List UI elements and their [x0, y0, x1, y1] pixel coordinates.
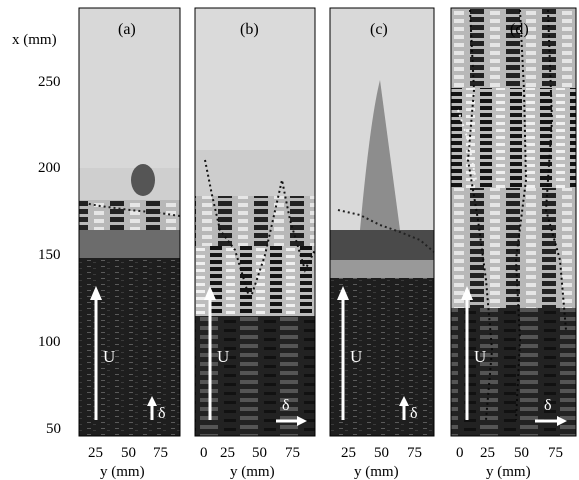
panel-c-x-tick-1: 50 [374, 445, 389, 461]
panel-c-label: (c) [370, 21, 388, 38]
x-axis-title-d: y (mm) [486, 464, 531, 480]
panel-d-label: (d) [510, 21, 529, 38]
panel-d-interface-line-1 [466, 9, 494, 421]
panel-b-band-1 [195, 150, 315, 196]
panel-a: (a) U δ 25 50 75 [78, 7, 181, 461]
panel-c-thickness-arrowhead [399, 396, 409, 406]
panel-b-flow-label: U [217, 347, 229, 366]
x-axis-title-b: y (mm) [230, 464, 275, 480]
panel-a-label: (a) [118, 21, 136, 38]
panel-c-flow-label: U [350, 347, 362, 366]
panel-a-thickness-label: δ [158, 405, 166, 422]
panel-d-band-1 [451, 8, 576, 88]
panel-d-flow-label: U [474, 347, 486, 366]
y-tick-label-150: 150 [38, 247, 61, 263]
panel-c-x-tick-0: 25 [341, 445, 356, 461]
panel-a-band-2 [79, 200, 180, 230]
panel-b-x-tick-3: 75 [285, 445, 300, 461]
panel-b: (b) U δ 0 25 50 75 [194, 7, 316, 461]
panel-b-x-ticks: 0 25 50 75 [200, 445, 300, 461]
panel-c-band-2 [330, 260, 434, 278]
panel-d-band-2 [451, 88, 576, 188]
panel-a-x-tick-2: 75 [153, 445, 168, 461]
panel-c: (c) U δ 25 50 75 [329, 7, 435, 461]
panel-a-band-1 [79, 168, 180, 200]
panel-c-x-tick-2: 75 [407, 445, 422, 461]
panel-b-band-4 [195, 316, 315, 436]
panel-d-band-3 [451, 188, 576, 308]
panel-a-flow-arrowhead [90, 286, 102, 300]
panel-d-x-tick-0: 0 [456, 445, 464, 461]
panel-c-plume [360, 80, 400, 230]
panel-a-x-ticks: 25 50 75 [88, 445, 168, 461]
panel-b-x-tick-0: 0 [200, 445, 208, 461]
panel-c-interface-line [337, 209, 435, 253]
panel-d-thickness-label: δ [544, 397, 552, 414]
panel-a-x-tick-1: 50 [121, 445, 136, 461]
panel-d-x-tick-1: 25 [480, 445, 495, 461]
panel-b-interface-line [204, 159, 316, 304]
panel-d: (d) U δ 0 25 50 75 [450, 7, 577, 461]
panel-b-thickness-label: δ [282, 397, 290, 414]
panel-b-band-3 [195, 246, 315, 316]
panel-b-x-tick-2: 50 [252, 445, 267, 461]
panel-a-frame [78, 7, 181, 437]
y-tick-label-250: 250 [38, 74, 61, 90]
y-axis-title: x (mm) [12, 32, 57, 48]
panel-a-flow-label: U [103, 347, 115, 366]
panel-a-thickness-arrowhead [147, 396, 157, 406]
panel-d-x-tick-3: 75 [548, 445, 563, 461]
panel-b-frame [194, 7, 316, 437]
y-tick-label-50: 50 [46, 421, 61, 437]
x-axis-title-c: y (mm) [354, 464, 399, 480]
x-axis-title-a: y (mm) [100, 464, 145, 480]
y-tick-label-200: 200 [38, 160, 61, 176]
panel-b-label: (b) [240, 21, 259, 38]
panel-a-plume [131, 164, 155, 196]
panel-b-flow-arrowhead [204, 286, 216, 300]
panel-b-thickness-arrowhead [297, 416, 307, 426]
panel-c-band-1 [330, 230, 434, 260]
panel-a-band-3 [79, 230, 180, 258]
panel-d-interface-line-4 [457, 109, 477, 181]
panel-d-frame [450, 7, 577, 437]
panel-d-band-4 [451, 308, 576, 436]
panel-c-thickness-label: δ [410, 405, 418, 422]
panel-a-x-tick-0: 25 [88, 445, 103, 461]
panel-b-band-2 [195, 196, 315, 246]
panel-c-flow-arrowhead [337, 286, 349, 300]
panel-d-x-tick-2: 50 [514, 445, 529, 461]
panel-d-interface-line-3 [544, 9, 567, 331]
panel-c-x-ticks: 25 50 75 [341, 445, 422, 461]
panel-d-thickness-arrowhead [557, 416, 567, 426]
y-tick-labels: 250 200 150 100 50 [38, 74, 61, 437]
y-tick-label-100: 100 [38, 334, 61, 350]
panel-d-flow-arrowhead [461, 286, 473, 300]
panel-a-interface-line [78, 201, 181, 217]
panel-d-interface-line-2 [514, 9, 528, 421]
panel-d-x-ticks: 0 25 50 75 [456, 445, 563, 461]
panel-c-band-3 [330, 278, 434, 436]
panel-b-x-tick-1: 25 [220, 445, 235, 461]
panel-c-frame [329, 7, 435, 437]
